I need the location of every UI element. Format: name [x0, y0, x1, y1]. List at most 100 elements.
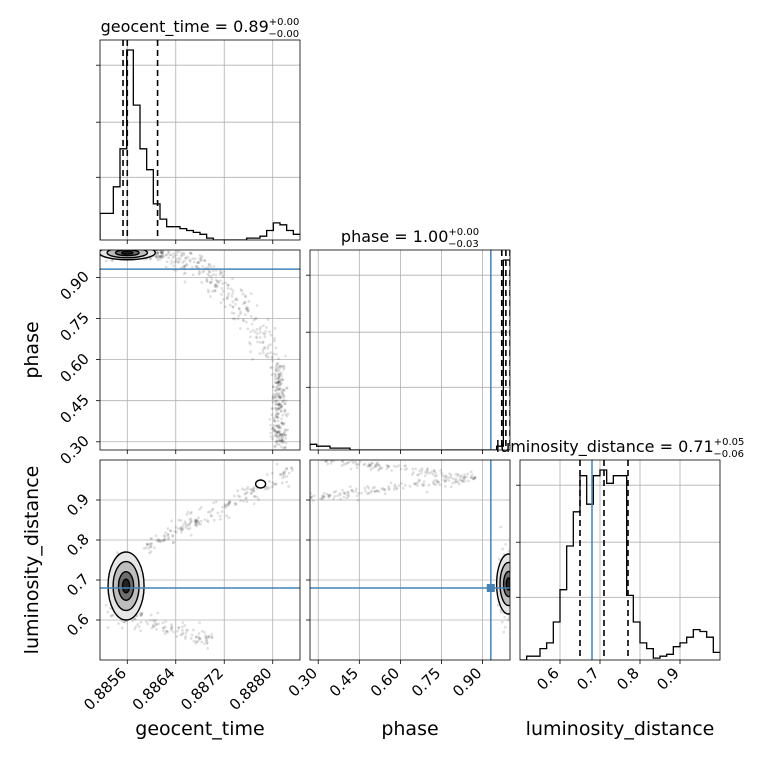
sample-point — [366, 484, 369, 488]
x-tick-label: 0.8872 — [177, 664, 227, 714]
sample-point — [276, 366, 280, 370]
sample-point — [276, 383, 280, 387]
sample-point — [177, 260, 181, 264]
sample-point — [207, 274, 211, 278]
sample-point — [277, 423, 281, 427]
sample-point — [232, 311, 236, 315]
sample-point — [281, 422, 284, 426]
sample-point — [209, 281, 212, 285]
sample-point — [244, 497, 248, 501]
sample-point — [211, 289, 214, 293]
sample-point — [471, 477, 475, 481]
sample-point — [193, 519, 197, 523]
sample-point — [275, 362, 279, 366]
sample-point — [281, 433, 285, 436]
sample-point — [278, 387, 282, 391]
sample-point — [329, 460, 333, 463]
sample-point — [159, 255, 163, 259]
sample-point — [183, 271, 187, 275]
sample-point — [279, 409, 283, 413]
sample-point — [282, 398, 286, 402]
sample-point — [172, 260, 176, 264]
sample-point — [510, 588, 513, 591]
sample-point — [271, 359, 275, 363]
sample-point — [239, 499, 242, 503]
sample-point — [310, 496, 313, 500]
sample-point — [448, 472, 452, 476]
sample-point — [435, 480, 439, 484]
sample-point — [213, 285, 217, 289]
sample-point — [289, 466, 293, 470]
sample-point — [346, 493, 350, 497]
sample-point — [210, 280, 214, 284]
sample-point — [170, 247, 173, 250]
sample-point — [279, 435, 282, 439]
sample-point — [244, 496, 248, 500]
sample-point — [243, 492, 247, 496]
y-tick-label: 0.45 — [56, 391, 92, 427]
sample-point — [223, 503, 227, 507]
sample-point — [274, 394, 278, 398]
sample-point — [209, 513, 213, 517]
sample-point — [154, 622, 158, 626]
sample-point — [276, 407, 279, 411]
sample-point — [261, 324, 265, 328]
sample-point — [181, 527, 185, 531]
sample-point — [500, 620, 504, 624]
sample-point — [355, 466, 359, 470]
sample-point — [188, 521, 192, 525]
sample-point — [232, 494, 236, 498]
panel-title: geocent_time = 0.89+0.00 −0.00 — [101, 17, 300, 40]
sample-point — [374, 465, 378, 468]
sample-point — [234, 297, 238, 300]
sample-point — [177, 250, 181, 254]
sample-point — [279, 439, 283, 443]
sample-point — [283, 433, 287, 437]
sample-point — [271, 385, 275, 388]
sample-point — [165, 629, 169, 633]
sample-point — [284, 409, 287, 412]
sample-point — [191, 265, 194, 269]
sample-point — [368, 464, 372, 468]
sample-point — [497, 557, 501, 561]
sample-point — [284, 354, 287, 358]
sample-point — [286, 428, 290, 432]
sample-point — [158, 539, 162, 543]
sample-point — [166, 533, 170, 537]
sample-point — [280, 421, 284, 425]
sample-point — [277, 375, 281, 379]
sample-point — [326, 462, 330, 466]
sample-point — [204, 636, 208, 640]
sample-point — [253, 495, 257, 498]
sample-point — [218, 518, 222, 521]
sample-point — [291, 468, 294, 472]
sample-point — [166, 527, 170, 531]
sample-point — [218, 273, 222, 276]
sample-point — [163, 538, 167, 542]
sample-point — [285, 467, 289, 470]
sample-point — [271, 385, 275, 389]
sample-point — [159, 251, 163, 255]
y-tick-label: 0.30 — [56, 432, 92, 468]
sample-point — [198, 636, 201, 640]
sample-point — [208, 270, 212, 274]
sample-point — [174, 526, 178, 529]
sample-point — [183, 265, 187, 268]
sample-point — [231, 277, 234, 281]
sample-point — [185, 629, 188, 632]
sample-point — [360, 491, 363, 495]
sample-point — [167, 536, 170, 539]
sample-point — [264, 330, 268, 333]
sample-point — [200, 629, 204, 633]
sample-point — [310, 492, 313, 495]
sample-point — [274, 365, 278, 369]
sample-point — [180, 625, 184, 629]
x-axis-label: geocent_time — [135, 718, 264, 740]
sample-point — [397, 464, 401, 468]
sample-point — [186, 510, 190, 514]
sample-point — [393, 483, 397, 487]
sample-point — [104, 259, 108, 263]
sample-point — [167, 256, 171, 260]
sample-point — [246, 327, 250, 331]
sample-point — [369, 468, 373, 471]
